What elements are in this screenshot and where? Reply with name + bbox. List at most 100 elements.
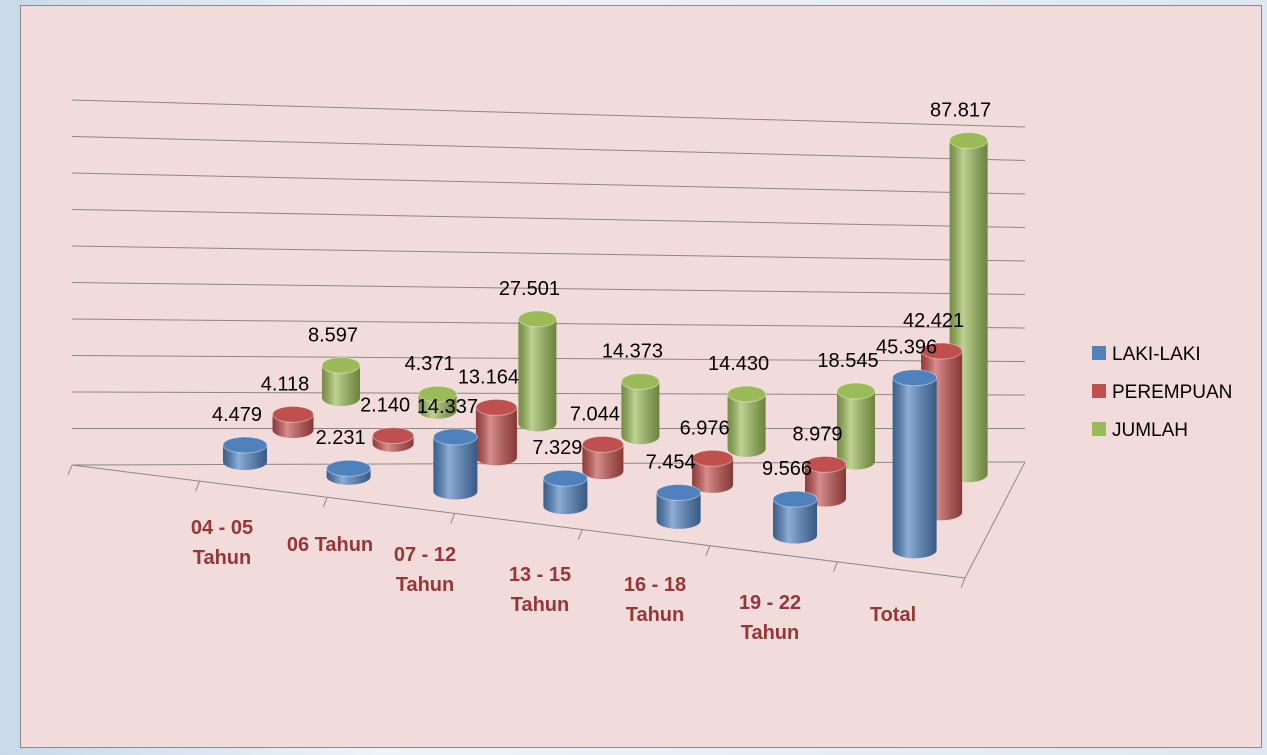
x-tick-label: 19 - 22 Tahun [738,592,802,644]
cylinder-shade [582,444,624,480]
cylinder-shade [727,393,766,457]
grid-line [71,209,1026,228]
cylinder-shade [322,365,360,406]
cylinder-top [836,382,876,400]
cylinder-top [272,405,314,423]
data-label: 4.371 [405,353,455,375]
cylinder [475,398,518,466]
data-label: 14.430 [708,353,769,375]
x-tick-label: 07 - 12 Tahun [393,544,457,596]
legend-swatch [1092,422,1106,436]
x-tick [195,480,201,492]
cylinder-shade [773,499,817,544]
cylinder [418,385,458,419]
data-label: 14.337 [417,396,478,418]
data-label: 8.597 [308,324,358,346]
cylinder-top [949,131,989,149]
cylinder-shade [621,381,660,445]
cylinder-top [372,427,415,445]
data-label: 7.044 [570,403,620,425]
grid-line [71,245,1026,262]
cylinder-top [475,398,518,416]
cylinder-top [517,310,557,328]
data-label: 45.396 [876,337,937,359]
cylinder-top [691,449,734,467]
cylinder [326,459,372,485]
cylinder [272,405,314,438]
data-label: 7.329 [532,437,582,459]
data-label: 14.373 [602,340,663,362]
legend-swatch [1092,346,1106,360]
cylinder [691,449,734,493]
cylinder-shade [892,377,937,559]
cylinder [321,356,361,406]
cylinder [542,469,588,515]
walls [71,461,1026,579]
cylinder-shade [543,478,588,515]
cylinder [892,369,938,559]
data-label: 6.976 [680,417,730,439]
cylinder [727,385,767,457]
cylinder-top [326,459,372,477]
data-label: 27.501 [499,278,560,300]
legend-label: LAKI-LAKI [1112,344,1201,365]
cylinder-top [804,455,847,473]
cylinder [656,483,702,529]
data-label: 18.545 [817,350,878,372]
cylinder-top [432,428,478,446]
data-label: 42.421 [903,310,964,332]
cylinder-shade [518,318,557,432]
x-tick [322,497,328,508]
grid-line [71,136,1026,161]
grid-line [71,282,1026,295]
cylinder-shade [837,391,875,470]
floor-front-edge [71,464,966,579]
cylinder [772,490,818,544]
legend-label: JUMLAH [1112,420,1188,441]
x-tick [705,545,711,556]
cylinder [222,436,268,470]
cylinder [517,310,557,432]
cylinder-top [920,342,963,360]
cylinder-top [892,369,938,387]
cylinder-shade [805,464,846,507]
floor-right-edge [964,461,1026,579]
data-label: 2.140 [360,395,410,417]
cylinder-shade [475,407,517,466]
cylinder [620,372,660,445]
cylinder-top [772,490,818,508]
x-tick [577,529,583,540]
cylinder-top [542,469,588,487]
data-label: 8.979 [792,423,842,445]
cylinder-top [581,435,624,453]
x-tick [832,561,838,573]
data-label: 2.231 [316,427,366,449]
x-tick [67,464,73,476]
x-tick-label: Total [869,604,917,626]
grid-line [71,99,1026,128]
cylinder [432,428,478,500]
data-label: 4.118 [261,373,310,395]
cylinder-top [418,385,458,403]
cylinder [372,427,415,452]
x-tick [960,577,966,589]
x-tick-label: 06 Tahun [286,534,374,556]
data-label: 87.817 [930,99,991,121]
data-label: 4.479 [212,404,262,426]
legend-label: PEREMPUAN [1112,382,1232,403]
x-tick-label: 16 - 18 Tahun [623,574,687,626]
data-label: 13.164 [458,366,519,388]
cylinder [581,435,624,480]
cylinder [804,455,847,507]
cylinder-shade [692,458,734,493]
cylinder-shade [656,492,701,529]
cylinder-shade [433,436,478,500]
cylinder-top [620,372,660,390]
cylinder-top [321,356,361,374]
cylinder [836,382,876,470]
data-label: 7.454 [646,451,696,473]
data-label: 9.566 [762,458,812,480]
cylinder-top [727,385,767,403]
